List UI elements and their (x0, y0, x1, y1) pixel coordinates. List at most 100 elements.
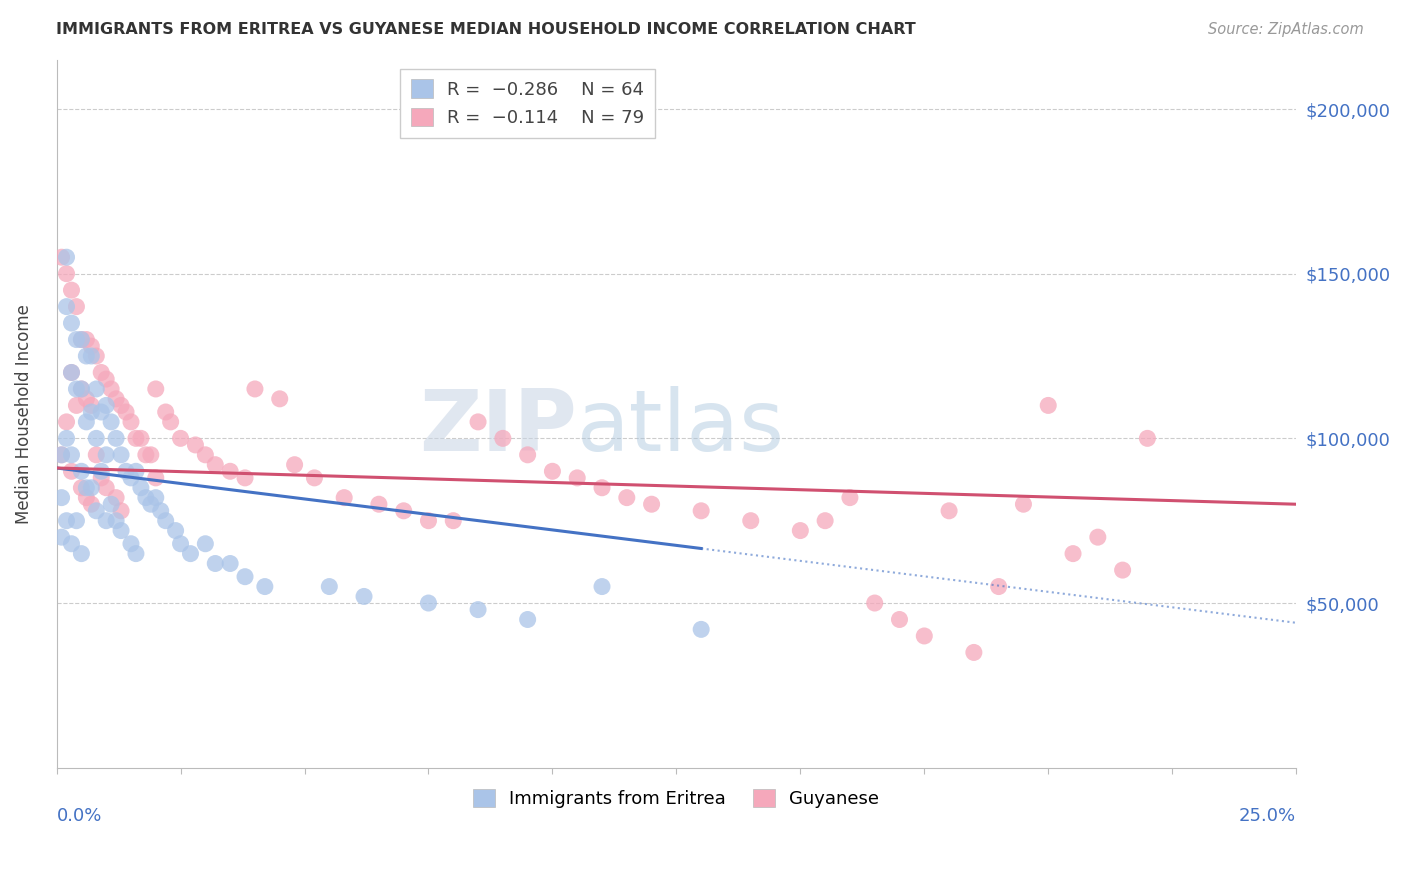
Point (149, 504, 172, 518)
Point (441, 514, 464, 528)
Point (184, 438, 207, 452)
Point (80, 497, 103, 511)
Point (467, 415, 489, 429)
Point (789, 524, 811, 538)
Point (135, 448, 157, 462)
Point (690, 623, 713, 637)
Point (145, 382, 167, 396)
Point (204, 557, 226, 571)
Point (84, 431, 107, 445)
Point (51, 448, 73, 462)
Point (591, 481, 613, 495)
Point (418, 596, 440, 610)
Point (516, 613, 538, 627)
Point (60, 366, 83, 380)
Point (145, 471, 167, 485)
Point (169, 431, 191, 445)
Point (987, 580, 1010, 594)
Point (194, 448, 217, 462)
Point (129, 481, 152, 495)
Point (100, 382, 122, 396)
Point (55, 415, 77, 429)
Point (269, 392, 291, 406)
Point (145, 491, 167, 505)
Point (115, 464, 138, 478)
Point (120, 471, 142, 485)
Point (125, 431, 148, 445)
Point (135, 491, 157, 505)
Point (70, 481, 93, 495)
Point (60, 366, 83, 380)
Point (51, 530, 73, 544)
Point (65, 399, 87, 413)
Y-axis label: Median Household Income: Median Household Income (15, 303, 32, 524)
Point (75, 392, 97, 406)
Text: 25.0%: 25.0% (1239, 806, 1296, 824)
Point (70, 333, 93, 347)
Point (60, 448, 83, 462)
Point (70, 382, 93, 396)
Point (60, 316, 83, 330)
Point (105, 431, 128, 445)
Point (179, 547, 201, 561)
Point (51, 448, 73, 462)
Point (1136, 431, 1159, 445)
Point (155, 514, 177, 528)
Point (963, 645, 986, 659)
Point (70, 464, 93, 478)
Point (96, 399, 118, 413)
Point (392, 504, 415, 518)
Point (740, 514, 762, 528)
Point (467, 602, 489, 616)
Point (80, 399, 103, 413)
Point (51, 250, 73, 264)
Point (1111, 563, 1133, 577)
Point (690, 504, 713, 518)
Point (194, 537, 217, 551)
Point (84, 504, 107, 518)
Point (70, 382, 93, 396)
Point (75, 481, 97, 495)
Point (110, 399, 132, 413)
Point (115, 405, 138, 419)
Point (129, 431, 152, 445)
Point (60, 283, 83, 297)
Point (233, 570, 256, 584)
Point (100, 415, 122, 429)
Point (55, 431, 77, 445)
Point (65, 333, 87, 347)
Point (243, 382, 266, 396)
Point (110, 504, 132, 518)
Text: ZIP: ZIP (419, 386, 578, 469)
Point (65, 514, 87, 528)
Point (516, 448, 538, 462)
Point (96, 372, 118, 386)
Point (567, 471, 589, 485)
Point (318, 580, 340, 594)
Point (75, 415, 97, 429)
Point (912, 629, 935, 643)
Point (105, 491, 128, 505)
Point (155, 405, 177, 419)
Point (640, 497, 662, 511)
Point (1012, 497, 1035, 511)
Point (889, 613, 911, 627)
Point (84, 382, 107, 396)
Point (80, 349, 103, 363)
Text: 0.0%: 0.0% (56, 806, 103, 824)
Point (120, 537, 142, 551)
Point (75, 491, 97, 505)
Point (284, 458, 307, 472)
Point (863, 596, 886, 610)
Point (110, 448, 132, 462)
Point (165, 524, 187, 538)
Point (1038, 399, 1060, 413)
Point (938, 504, 960, 518)
Point (125, 464, 148, 478)
Point (838, 491, 860, 505)
Point (125, 547, 148, 561)
Point (90, 405, 112, 419)
Point (51, 491, 73, 505)
Point (591, 580, 613, 594)
Point (80, 481, 103, 495)
